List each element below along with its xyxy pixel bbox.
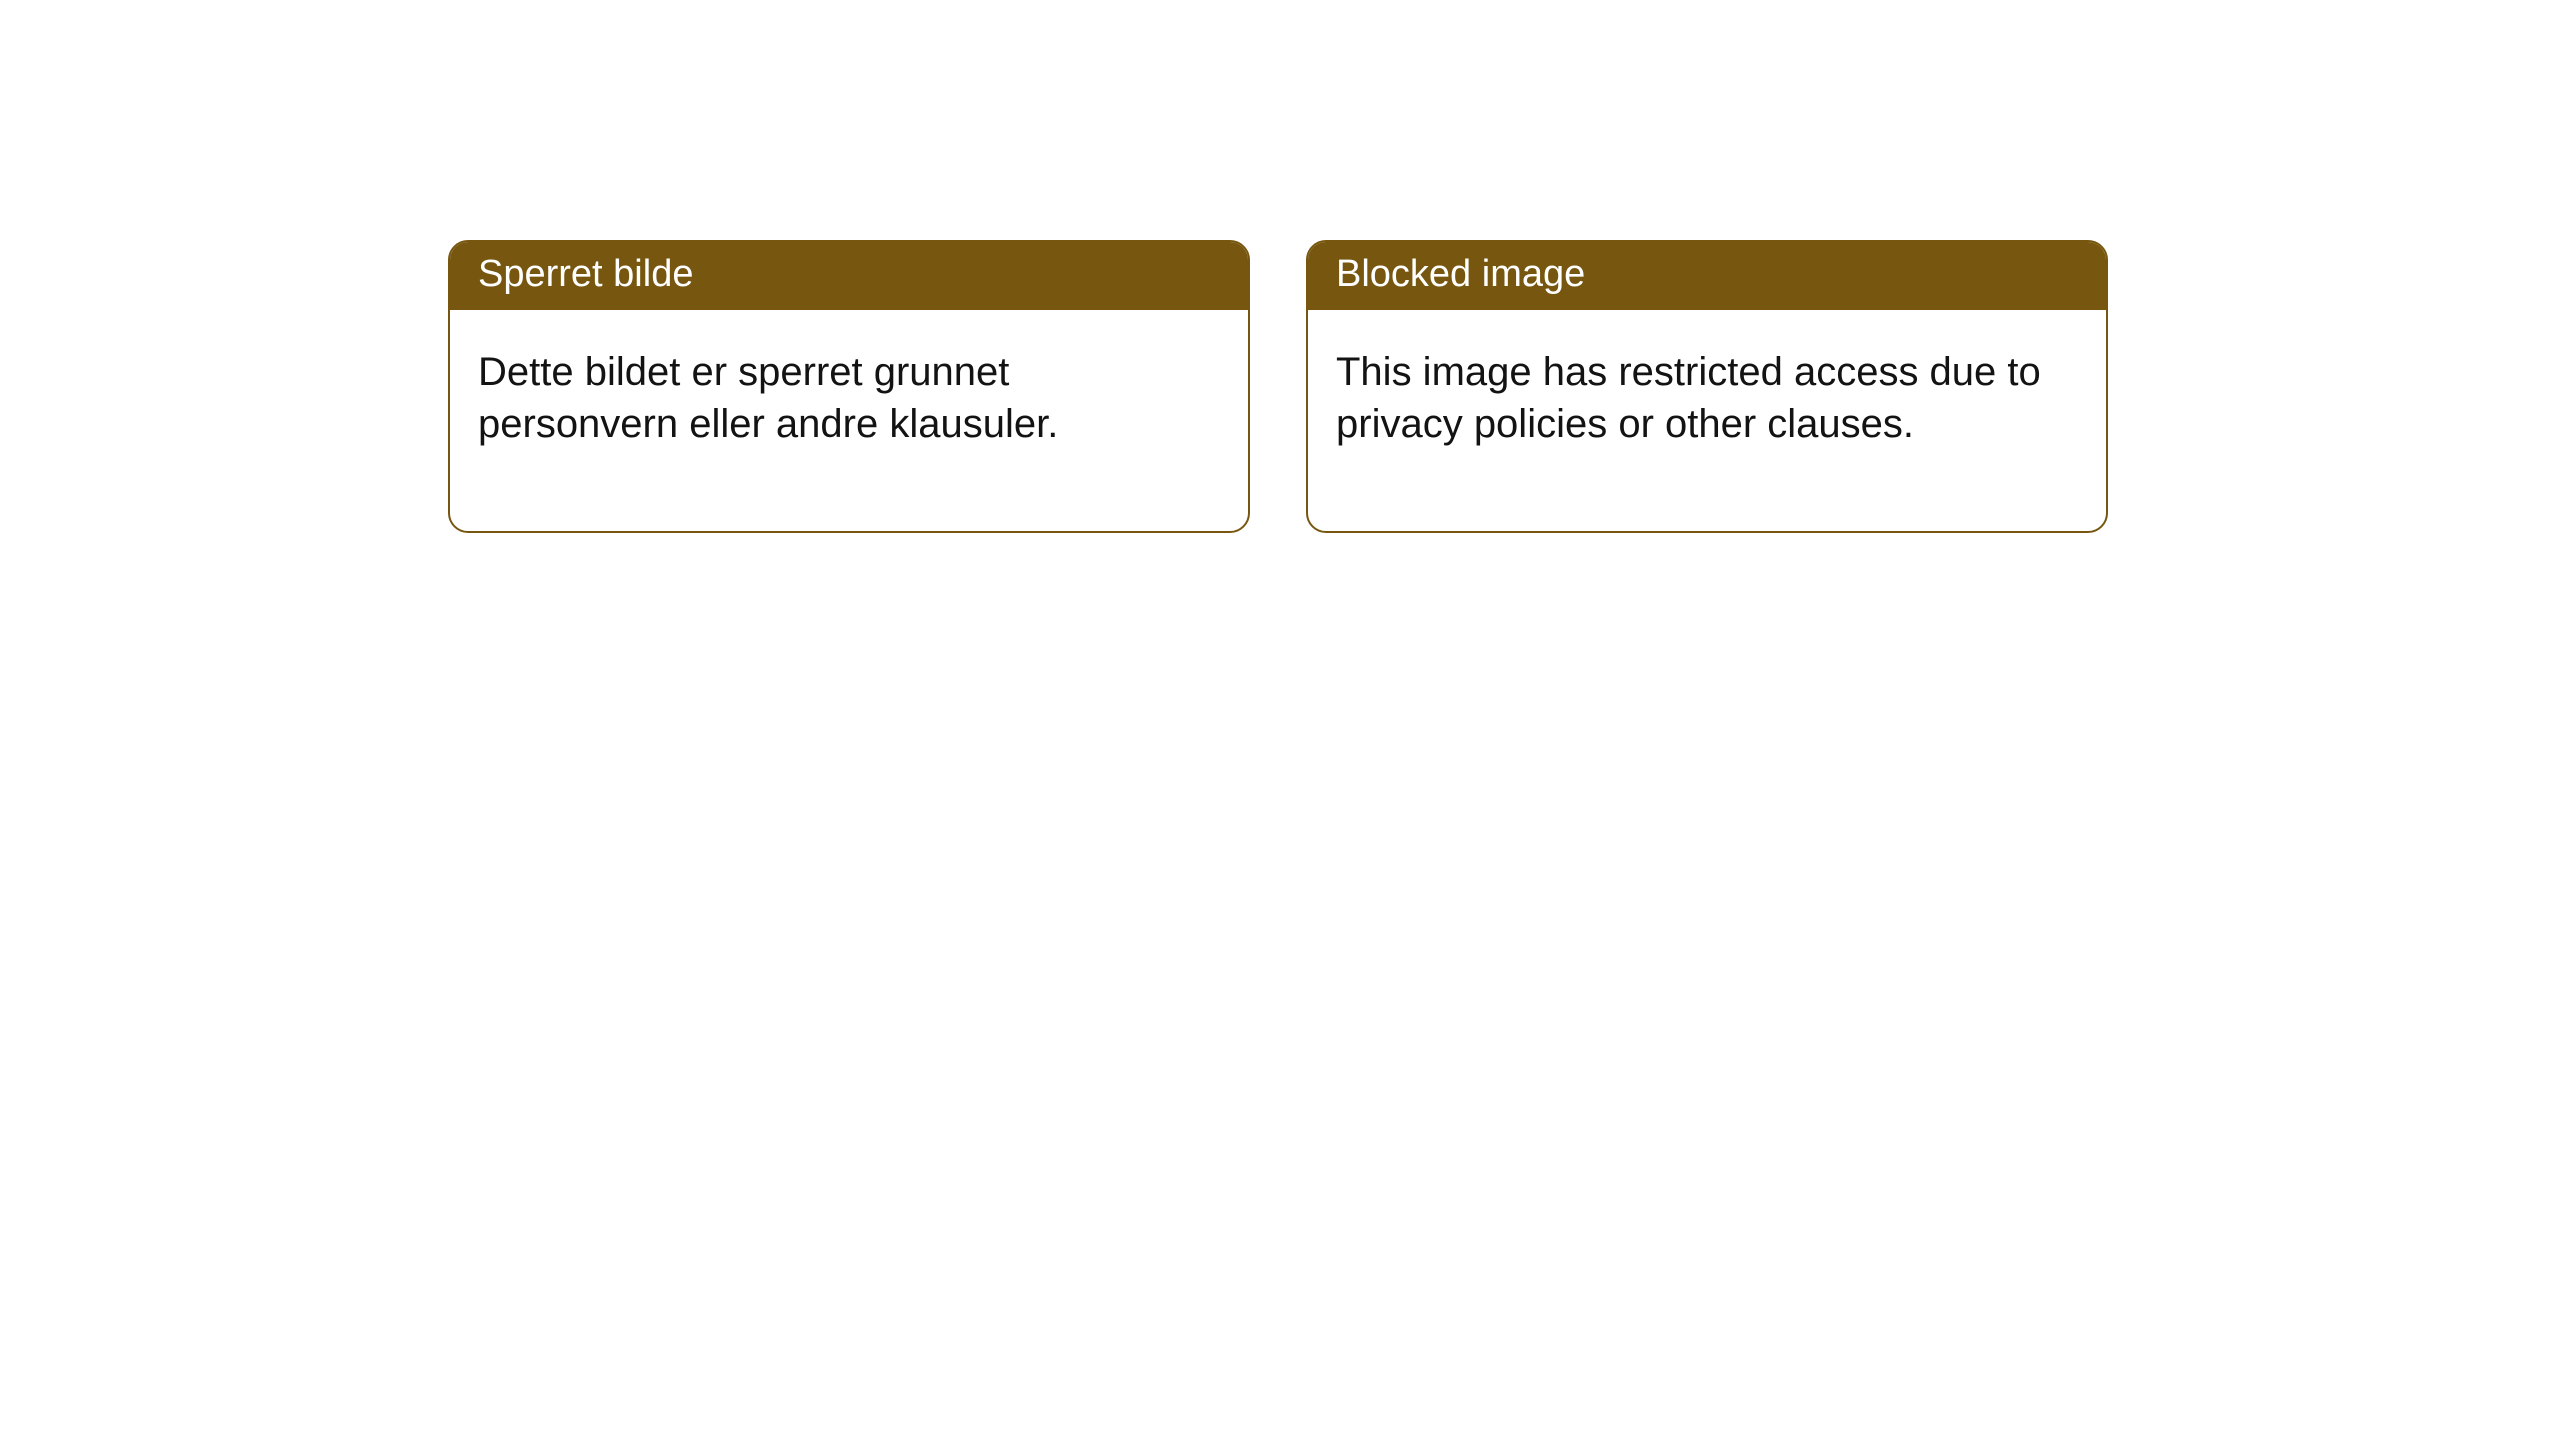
notice-box-english: Blocked image This image has restricted … xyxy=(1306,240,2108,533)
notice-body: Dette bildet er sperret grunnet personve… xyxy=(450,310,1248,532)
notice-body: This image has restricted access due to … xyxy=(1308,310,2106,532)
notice-header: Sperret bilde xyxy=(450,242,1248,310)
notice-header: Blocked image xyxy=(1308,242,2106,310)
notice-box-norwegian: Sperret bilde Dette bildet er sperret gr… xyxy=(448,240,1250,533)
notice-container: Sperret bilde Dette bildet er sperret gr… xyxy=(0,0,2560,533)
